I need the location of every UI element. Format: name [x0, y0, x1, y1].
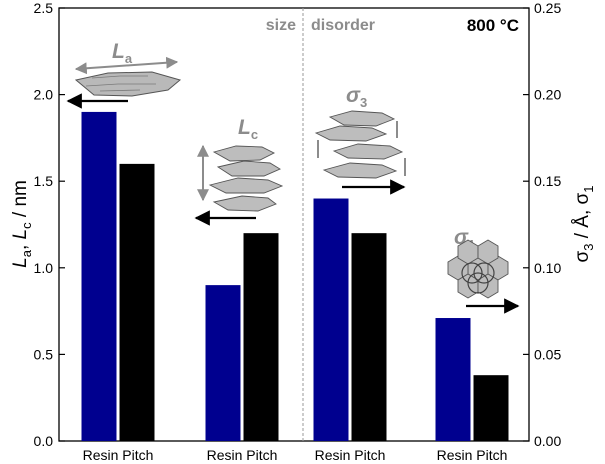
- sigma3-layer-4: [322, 162, 398, 179]
- x-category-label: Resin Pitch: [207, 447, 278, 463]
- lc-layer-2: [216, 160, 281, 177]
- sigma1-ring-a: [461, 262, 483, 284]
- y-right-tick-label: 0.05: [534, 346, 561, 362]
- y-axis-label-left: La, Lc / nm: [10, 180, 34, 268]
- y-right-tick-label: 0.15: [534, 173, 561, 189]
- section-label-size: size: [266, 17, 296, 34]
- y-left-tick-label: 2.5: [34, 0, 54, 16]
- x-category-label: Resin Pitch: [315, 447, 386, 463]
- la-width-arrow: [74, 56, 179, 75]
- lc-symbol: Lc: [238, 116, 258, 142]
- bar-la-pitch: [119, 163, 155, 441]
- bar-σ1-pitch: [473, 375, 509, 441]
- sigma3-schematic: σ3: [314, 84, 406, 195]
- y-left-tick-label: 0.0: [34, 433, 54, 449]
- y-right-tick-label: 0.20: [534, 87, 561, 103]
- sigma3-layer-3: [332, 143, 404, 160]
- y-left-tick-label: 1.5: [34, 173, 54, 189]
- y-axis-label-right: σ3 / Å, σ1: [572, 185, 596, 262]
- la-symbol: La: [112, 40, 133, 66]
- sigma3-layer-1: [328, 110, 396, 127]
- bar-lc-resin: [205, 285, 241, 441]
- bar-σ3-pitch: [351, 233, 387, 441]
- temperature-annotation: 800 °C: [467, 16, 519, 35]
- y-right-tick-label: 0.25: [534, 0, 561, 16]
- y-left-tick-label: 0.5: [34, 346, 54, 362]
- sigma3-symbol: σ3: [346, 84, 367, 110]
- la-schematic: La: [66, 40, 182, 109]
- plot-frame: [58, 7, 530, 442]
- sigma3-layer-2: [314, 125, 388, 142]
- la-sheet-grid: [85, 75, 156, 92]
- lc-layer-1: [212, 145, 276, 162]
- bar-lc-pitch: [243, 233, 279, 441]
- lc-layer-3: [208, 177, 284, 194]
- x-category-label: Resin Pitch: [437, 447, 508, 463]
- y-left-tick-label: 1.0: [34, 260, 54, 276]
- sigma1-schematic: σ1: [447, 226, 520, 314]
- lc-schematic: Lc: [194, 116, 284, 226]
- bar-la-resin: [81, 111, 117, 442]
- bar-σ3-resin: [313, 198, 349, 441]
- x-category-label: Resin Pitch: [83, 447, 154, 463]
- bar-σ1-resin: [435, 318, 471, 441]
- sigma1-ring-c: [467, 272, 489, 294]
- section-label-disorder: disorder: [311, 17, 375, 34]
- y-right-tick-label: 0.00: [534, 433, 561, 449]
- lc-layer-4: [212, 195, 277, 212]
- y-left-tick-label: 2.0: [34, 87, 54, 103]
- y-right-tick-label: 0.10: [534, 260, 561, 276]
- sigma1-ring-b: [473, 262, 495, 284]
